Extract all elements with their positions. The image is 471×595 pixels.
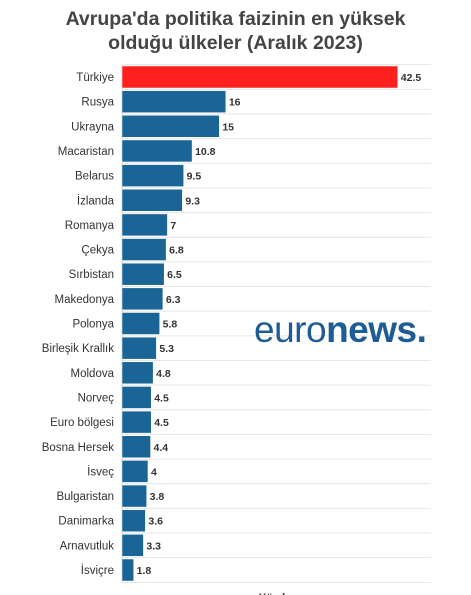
- category-label: Euro bölgesi: [50, 417, 114, 429]
- bar: [121, 65, 399, 89]
- category-label: İsveç: [87, 465, 114, 478]
- bar: [121, 558, 134, 582]
- value-label: 4.8: [156, 368, 171, 380]
- bar: [121, 361, 154, 385]
- bar: [121, 90, 227, 113]
- bar: [121, 410, 152, 434]
- category-label: Romanya: [65, 220, 115, 232]
- chart-title-line-2: olduğu ülkeler (Aralık 2023): [108, 32, 363, 54]
- value-label: 4.4: [154, 442, 169, 454]
- value-label: 3.8: [150, 491, 165, 503]
- category-label: Moldova: [71, 368, 115, 380]
- category-label: İsviçre: [81, 564, 114, 577]
- category-label: Danimarka: [58, 516, 114, 528]
- logo-text-light: euro: [254, 309, 327, 350]
- category-label: Bulgaristan: [56, 491, 114, 503]
- x-axis-title: Yüzde: [259, 592, 291, 595]
- category-label: Arnavutluk: [60, 540, 115, 552]
- value-label: 4: [151, 466, 157, 478]
- bar: [121, 534, 144, 557]
- bar: [121, 287, 164, 311]
- bar: [121, 336, 157, 360]
- category-label: Çekya: [81, 245, 114, 257]
- value-label: 6.5: [167, 269, 182, 281]
- category-label: Macaristan: [58, 146, 114, 158]
- bar: [121, 484, 147, 508]
- value-label: 15: [222, 121, 234, 133]
- category-label: Sırbistan: [69, 269, 114, 281]
- value-label: 1.8: [137, 565, 152, 577]
- category-label: Birleşik Krallık: [42, 343, 114, 355]
- bar: [121, 460, 149, 483]
- category-label: Rusya: [81, 97, 114, 109]
- bar: [121, 213, 168, 237]
- bar: [121, 262, 165, 286]
- value-label: 4.5: [154, 392, 169, 404]
- category-label: İzlanda: [77, 194, 115, 207]
- bar: [121, 115, 220, 138]
- value-label: 7: [170, 220, 176, 232]
- euronews-logo: euronews.: [254, 308, 427, 352]
- category-label: Polonya: [72, 319, 114, 331]
- value-label: 5.3: [159, 343, 174, 355]
- value-label: 42.5: [401, 72, 422, 84]
- value-label: 9.3: [185, 195, 200, 207]
- category-label: Bosna Hersek: [42, 442, 114, 454]
- value-label: 3.6: [148, 516, 163, 528]
- bar: [121, 238, 167, 261]
- value-label: 6.3: [166, 294, 181, 306]
- bar: [121, 435, 151, 458]
- category-label: Norveç: [78, 392, 115, 404]
- value-label: 4.5: [154, 417, 169, 429]
- category-label: Ukrayna: [71, 121, 114, 133]
- value-label: 3.3: [146, 540, 161, 552]
- value-label: 10.8: [195, 146, 216, 158]
- chart-title-line-1: Avrupa'da politika faizinin en yüksek: [65, 8, 406, 30]
- value-label: 16: [229, 97, 241, 109]
- category-label: Belarus: [75, 171, 114, 183]
- value-label: 9.5: [187, 171, 202, 183]
- category-label: Makedonya: [55, 294, 115, 306]
- value-label: 5.8: [163, 319, 178, 331]
- category-label: Türkiye: [76, 72, 114, 84]
- bar: [121, 164, 184, 187]
- logo-text-bold: news.: [326, 309, 427, 350]
- bar: [121, 386, 152, 409]
- bar: [121, 509, 146, 532]
- chart-title: Avrupa'da politika faizinin en yüksek ol…: [0, 7, 471, 55]
- bar: [121, 139, 193, 163]
- bar: [121, 189, 183, 212]
- value-label: 6.8: [169, 245, 184, 257]
- bar: [121, 312, 160, 335]
